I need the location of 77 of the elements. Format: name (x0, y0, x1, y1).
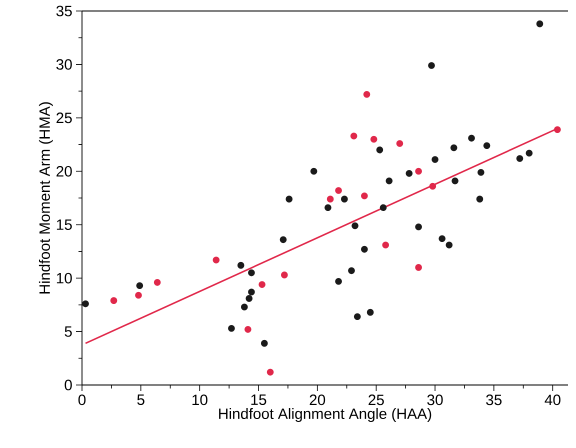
point (361, 246, 368, 253)
x-tick-label: 15 (251, 394, 266, 405)
point (286, 196, 293, 202)
point (82, 300, 89, 308)
point (110, 297, 118, 304)
x-tick-label: 35 (486, 394, 502, 406)
point (248, 269, 255, 276)
point (380, 204, 387, 212)
point (280, 236, 287, 244)
point (310, 168, 318, 175)
x-tick-label: 40 (544, 394, 560, 406)
x-tick-label: 25 (368, 394, 384, 406)
point (526, 150, 533, 157)
point (281, 272, 288, 278)
point (363, 90, 370, 98)
point (483, 142, 490, 150)
point (354, 313, 361, 320)
x-axis-title: Hindfoot Alignment Angle (HAA) (219, 408, 432, 422)
x-tick-label: 0 (78, 394, 86, 406)
point (228, 324, 235, 332)
point (554, 126, 561, 134)
x-tick-label: 20 (310, 394, 326, 406)
point (136, 282, 144, 290)
point (266, 368, 274, 376)
x-tick-label: 5 (137, 394, 144, 405)
point (366, 308, 374, 316)
point (324, 204, 332, 212)
point (468, 134, 475, 142)
y-tick-label: 0 (64, 380, 72, 390)
point (476, 196, 484, 202)
y-axis-title: Hindfoot Moment Arm (HMA) (38, 102, 53, 294)
point (335, 278, 342, 285)
y-tick-label: 15 (56, 219, 72, 230)
point (536, 20, 544, 28)
point (370, 136, 378, 143)
point (361, 192, 368, 200)
point (135, 292, 142, 299)
x-tick-label: 10 (192, 394, 208, 406)
point (212, 256, 220, 264)
point (406, 170, 413, 177)
y-tick-label: 10 (56, 272, 72, 284)
point (326, 196, 334, 202)
point (350, 132, 358, 140)
point (516, 155, 524, 162)
point (450, 144, 458, 152)
point (396, 140, 404, 147)
point (154, 279, 161, 286)
point (376, 146, 384, 154)
y-tick-label: 25 (56, 112, 72, 124)
point (341, 196, 348, 202)
point (244, 326, 252, 333)
point (382, 242, 390, 248)
point (240, 304, 248, 310)
point (446, 242, 453, 248)
y-tick-label: 20 (56, 166, 72, 177)
point (432, 156, 438, 163)
point (258, 281, 266, 288)
x-tick-label: 30 (427, 394, 443, 406)
point (428, 62, 435, 69)
point (452, 178, 458, 184)
point (429, 182, 436, 190)
point (438, 235, 446, 242)
y-tick-label: 30 (56, 59, 72, 70)
point (348, 267, 355, 274)
point (248, 288, 255, 296)
point (415, 264, 422, 271)
point (415, 168, 422, 175)
point (246, 295, 252, 302)
point (352, 222, 358, 230)
y-tick-label: 5 (64, 326, 72, 337)
point (386, 178, 393, 184)
point (478, 168, 484, 176)
point (261, 340, 268, 347)
point (415, 223, 422, 230)
y-tick-label: 35 (56, 6, 72, 16)
point (237, 262, 244, 269)
point (335, 187, 342, 194)
